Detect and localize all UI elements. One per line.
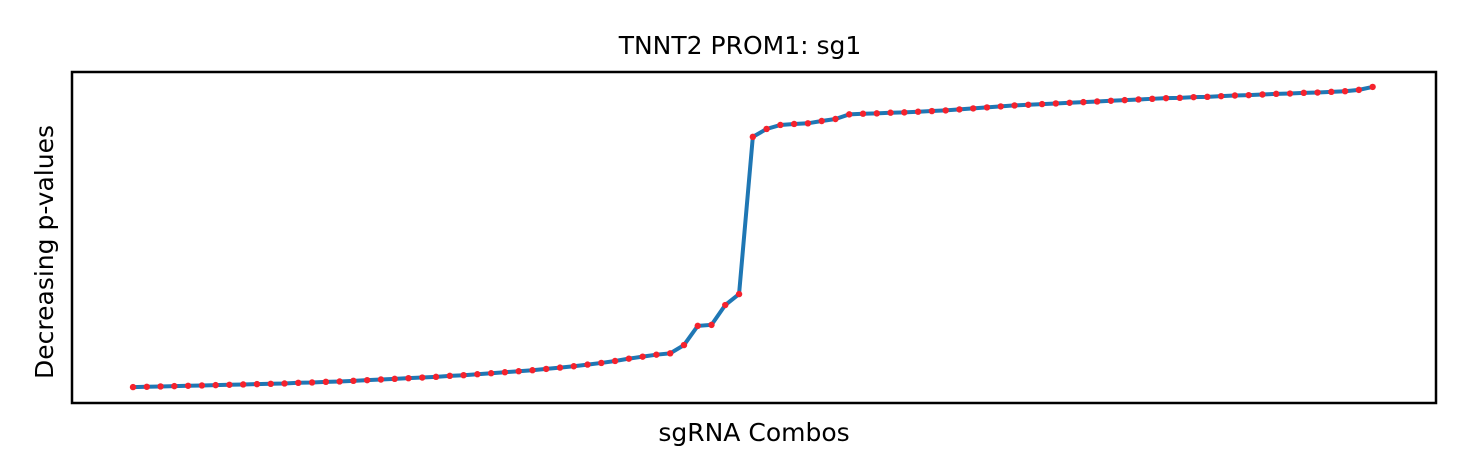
data-point: [832, 115, 839, 123]
data-point: [970, 105, 977, 112]
data-point: [336, 378, 343, 385]
data-point: [1025, 101, 1032, 108]
chart-title: TNNT2 PROM1: sg1: [618, 31, 862, 60]
data-point: [1259, 91, 1266, 98]
data-point: [749, 133, 757, 141]
data-point: [722, 301, 729, 309]
data-point: [804, 120, 812, 127]
data-point: [1217, 92, 1225, 100]
data-point: [405, 374, 412, 382]
data-point: [1162, 94, 1170, 102]
data-point: [1121, 96, 1128, 104]
data-point: [1369, 83, 1376, 91]
data-point: [350, 377, 357, 385]
data-point: [598, 359, 605, 367]
data-point: [873, 110, 880, 117]
data-point: [419, 374, 426, 381]
data-point: [363, 376, 371, 384]
data-point: [184, 382, 192, 389]
data-point: [308, 379, 316, 386]
data-point: [474, 371, 481, 378]
data-point: [1273, 90, 1280, 98]
data-point: [1052, 100, 1060, 107]
data-point: [570, 363, 577, 370]
data-point: [818, 117, 825, 125]
data-point: [914, 108, 922, 115]
data-point: [1190, 93, 1197, 101]
data-point: [391, 375, 398, 383]
data-point: [487, 370, 495, 377]
data-point: [543, 365, 550, 373]
data-point: [928, 107, 936, 115]
data-point: [680, 341, 688, 349]
data-point: [322, 378, 330, 386]
data-point: [1011, 102, 1018, 109]
data-point: [1314, 89, 1321, 96]
data-point: [377, 376, 385, 383]
data-point: [556, 364, 564, 371]
data-point: [584, 361, 591, 368]
data-point: [1066, 99, 1073, 106]
data-point: [790, 120, 798, 128]
data-point: [694, 322, 701, 330]
data-point: [666, 350, 674, 357]
data-point: [1149, 95, 1156, 103]
data-point: [515, 368, 522, 375]
x-axis-label: sgRNA Combos: [658, 418, 849, 447]
data-point: [653, 351, 660, 358]
data-point: [735, 290, 743, 298]
data-point: [997, 103, 1004, 110]
data-point: [956, 106, 963, 113]
data-point: [1286, 90, 1294, 97]
data-point: [763, 125, 770, 133]
data-point: [446, 372, 454, 380]
data-point: [859, 110, 867, 117]
data-point: [846, 111, 853, 118]
data-point: [708, 321, 715, 329]
data-point: [901, 109, 908, 116]
data-point: [1093, 98, 1101, 105]
data-point: [1176, 94, 1184, 102]
data-point: [529, 367, 536, 374]
data-point: [983, 104, 991, 111]
data-point: [1080, 98, 1087, 106]
data-point: [212, 381, 219, 389]
data-point: [171, 382, 178, 390]
data-point: [143, 383, 150, 390]
data-point: [460, 371, 467, 379]
data-point: [198, 382, 206, 389]
data-point: [611, 357, 619, 365]
data-point: [887, 109, 894, 116]
data-point: [501, 369, 509, 376]
data-point: [240, 381, 247, 388]
data-point: [1341, 87, 1349, 95]
data-point: [129, 383, 137, 391]
data-point: [1038, 100, 1046, 108]
data-point: [942, 107, 949, 114]
y-axis-label: Decreasing p-values: [30, 125, 59, 379]
data-point: [1328, 88, 1335, 96]
data-point: [432, 373, 440, 381]
data-point: [1107, 97, 1115, 104]
data-point: [157, 383, 164, 390]
data-point: [625, 355, 633, 362]
data-point: [1204, 93, 1211, 101]
data-point: [777, 121, 784, 129]
data-point: [267, 380, 274, 388]
data-point: [1231, 92, 1239, 99]
plot-frame: [70, 70, 1438, 405]
data-point: [295, 379, 302, 387]
data-point: [639, 353, 646, 360]
series-line: [132, 84, 1374, 390]
data-point: [226, 381, 233, 388]
data-point: [1245, 91, 1252, 99]
data-point: [281, 380, 288, 387]
data-point: [1355, 86, 1363, 94]
data-point: [1300, 89, 1307, 97]
data-point: [253, 380, 261, 388]
data-point: [1135, 96, 1142, 103]
